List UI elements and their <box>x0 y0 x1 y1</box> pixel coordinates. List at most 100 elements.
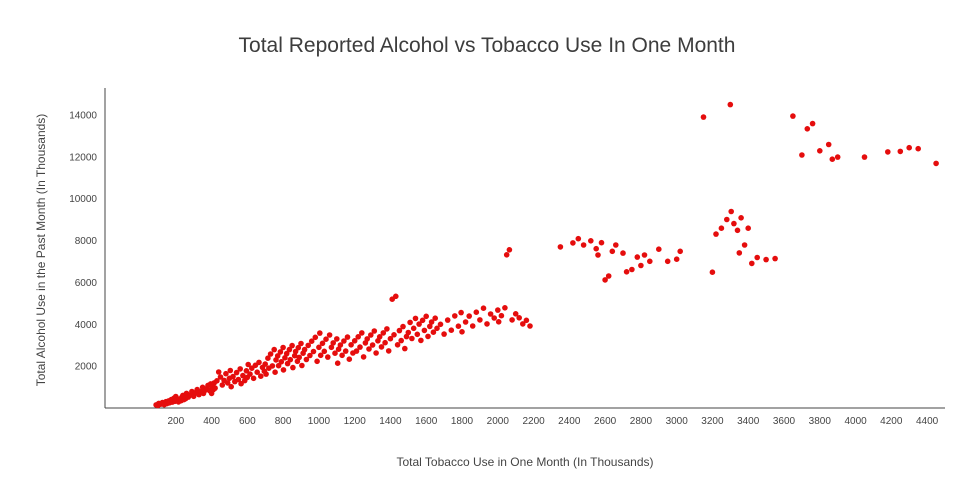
x-tick-label: 1400 <box>379 416 402 427</box>
data-point <box>233 369 240 376</box>
data-point <box>656 246 662 252</box>
data-point <box>323 336 329 343</box>
data-point <box>498 312 505 319</box>
x-tick-label: 2400 <box>558 416 581 427</box>
data-point <box>834 154 841 160</box>
x-tick-label: 4400 <box>916 416 939 427</box>
data-point <box>321 348 328 355</box>
data-point <box>312 334 319 341</box>
data-point <box>523 317 530 324</box>
x-tick-label: 600 <box>239 416 256 427</box>
data-point <box>738 215 744 221</box>
data-point <box>861 154 868 160</box>
data-point <box>369 342 376 348</box>
data-point <box>602 277 608 283</box>
y-tick-label: 10000 <box>69 194 97 205</box>
tick-labels: 200 400 600 800 1000 1200 1400 1600 1800 2000 2200… <box>69 111 938 428</box>
data-point <box>425 333 431 340</box>
data-point <box>484 321 490 327</box>
data-point <box>570 240 576 246</box>
data-point <box>366 346 372 352</box>
data-point <box>286 346 293 353</box>
x-tick-label: 800 <box>275 416 292 427</box>
data-point <box>709 269 716 276</box>
x-tick-label: 200 <box>167 416 184 427</box>
data-point <box>428 319 435 325</box>
data-point <box>332 350 338 357</box>
data-point <box>790 113 796 119</box>
data-point <box>310 348 317 355</box>
x-tick-label: 4200 <box>880 416 903 427</box>
x-tick-label: 400 <box>203 416 220 427</box>
data-point <box>217 374 224 380</box>
data-point <box>466 313 473 319</box>
data-point <box>409 335 415 342</box>
data-point <box>503 252 510 258</box>
data-point <box>915 145 921 152</box>
data-point <box>298 340 304 347</box>
x-tick-label: 3400 <box>737 416 760 427</box>
data-point <box>634 254 641 260</box>
data-point <box>516 315 522 321</box>
data-point <box>291 352 298 359</box>
data-point <box>410 325 417 332</box>
y-tick-label: 12000 <box>69 152 97 163</box>
data-point <box>459 329 465 335</box>
data-point <box>316 344 322 351</box>
data-point <box>557 244 564 250</box>
data-point <box>325 354 331 360</box>
data-point <box>335 346 342 353</box>
data-point <box>933 160 939 167</box>
data-point <box>376 334 383 340</box>
data-point <box>314 358 320 365</box>
data-point <box>290 364 296 371</box>
data-point <box>385 348 392 354</box>
data-point <box>817 148 823 154</box>
data-point <box>763 256 769 263</box>
data-point <box>287 356 294 363</box>
data-point <box>906 144 912 151</box>
data-point <box>228 383 234 390</box>
data-point <box>380 330 387 336</box>
data-point <box>419 317 426 324</box>
data-point <box>391 332 397 338</box>
data-point <box>506 247 513 253</box>
data-point <box>455 323 462 330</box>
data-point <box>647 258 653 265</box>
data-point <box>299 362 305 369</box>
data-point <box>434 325 440 332</box>
data-point <box>214 378 220 384</box>
data-point <box>509 317 515 323</box>
data-point <box>405 329 412 336</box>
data-point <box>638 262 644 269</box>
data-point <box>258 373 264 380</box>
data-point <box>215 369 222 375</box>
data-point <box>605 273 612 279</box>
data-point <box>432 315 439 322</box>
data-point <box>595 252 601 258</box>
data-point <box>250 375 257 382</box>
data-point <box>400 323 406 330</box>
data-point <box>700 114 707 120</box>
data-point <box>341 338 347 344</box>
data-point <box>274 353 281 359</box>
data-point <box>235 376 242 383</box>
data-point <box>265 355 271 362</box>
data-point <box>728 208 734 215</box>
data-point <box>219 382 226 388</box>
data-point <box>256 359 262 366</box>
x-tick-label: 3800 <box>809 416 832 427</box>
data-point <box>502 305 508 311</box>
y-tick-label: 2000 <box>75 362 98 373</box>
data-point <box>303 356 310 363</box>
data-point <box>620 250 626 256</box>
data-point <box>623 269 630 275</box>
data-point <box>754 254 760 261</box>
data-point <box>296 354 303 361</box>
data-point <box>271 346 278 353</box>
data-point <box>430 329 437 336</box>
x-tick-label: 2600 <box>594 416 617 427</box>
data-point <box>469 323 476 329</box>
data-point <box>452 313 458 319</box>
data-point <box>348 342 354 348</box>
